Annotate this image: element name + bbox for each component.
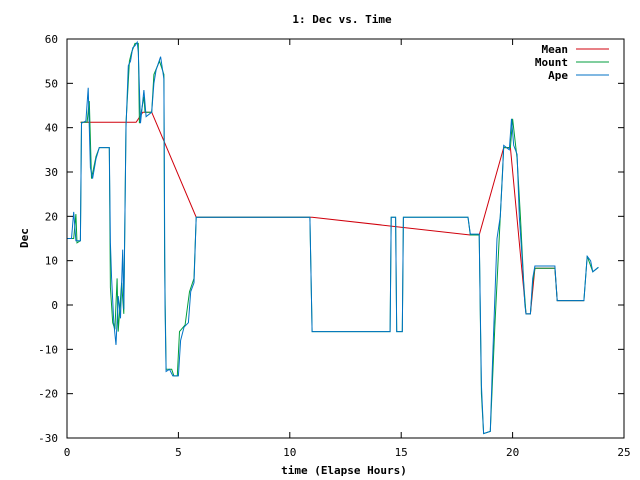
x-tick-label: 10 [283,446,296,459]
y-tick-label: -20 [38,388,58,401]
y-tick-label: 10 [45,255,58,268]
legend-label: Ape [548,69,568,82]
legend-label: Mean [542,43,569,56]
y-tick-label: -30 [38,432,58,445]
y-tick-label: 30 [45,166,58,179]
x-tick-label: 20 [506,446,519,459]
x-axis-label: time (Elapse Hours) [281,464,407,477]
y-tick-label: 40 [45,122,58,135]
y-tick-label: 50 [45,77,58,90]
series-layer [67,40,599,435]
y-tick-label: -10 [38,343,58,356]
y-tick-label: 0 [51,299,58,312]
y-axis-label: Dec [18,228,31,248]
x-tick-label: 0 [64,446,71,459]
x-axis-ticks: 0 5 10 15 20 25 [64,39,631,459]
y-tick-label: 60 [45,33,58,46]
y-axis-ticks: -30 -20 -10 0 10 20 30 40 50 60 [38,33,624,445]
series-line-ape [67,40,599,435]
y-tick-label: 20 [45,210,58,223]
x-tick-label: 25 [617,446,630,459]
series-line-mean [80,111,584,315]
x-tick-label: 15 [395,446,408,459]
x-tick-label: 5 [175,446,182,459]
chart-title: 1: Dec vs. Time [292,13,392,26]
legend-label: Mount [535,56,568,69]
plot-frame [66,38,625,439]
